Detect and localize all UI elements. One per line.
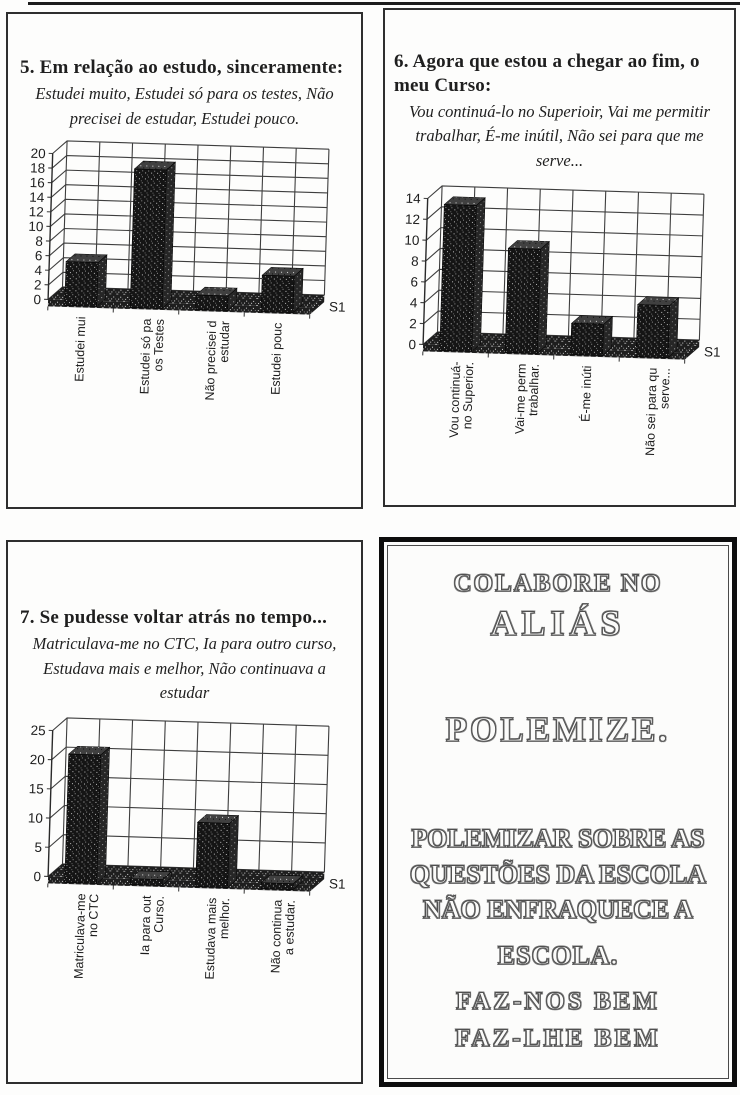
svg-text:14: 14 xyxy=(405,191,421,206)
svg-text:12: 12 xyxy=(405,211,420,226)
svg-text:10: 10 xyxy=(28,810,43,825)
poster-line: ESCOLA. xyxy=(497,941,619,971)
panel-question-6: 6. Agora que estou a chegar ao fim, o me… xyxy=(383,8,736,507)
poster-line: NÃO ENFRAQUECE A xyxy=(422,895,694,925)
svg-text:10: 10 xyxy=(404,232,419,247)
svg-text:Estudei só paos Testes: Estudei só paos Testes xyxy=(137,319,166,396)
svg-text:0: 0 xyxy=(408,337,416,352)
poster-line: FAZ-NOS BEM xyxy=(455,988,661,1016)
svg-text:12: 12 xyxy=(29,204,44,219)
panel-question-7: 7. Se pudesse voltar atrás no tempo... M… xyxy=(6,540,363,1084)
svg-text:4: 4 xyxy=(34,263,42,278)
poster-line: ALIÁS xyxy=(490,603,626,644)
question-7-subtitle: Matriculava-me no CTC, Ia para outro cur… xyxy=(32,633,337,703)
svg-text:20: 20 xyxy=(30,146,45,161)
svg-text:0: 0 xyxy=(33,869,41,884)
svg-text:5: 5 xyxy=(34,840,42,855)
svg-text:Ia para outCurso.: Ia para outCurso. xyxy=(138,895,167,956)
question-6-chart-area: 0 2 4 6 8 10 12 14 Vou continuá-no Superior. Vai-… xyxy=(385,182,734,484)
svg-text:É-me inúti: É-me inúti xyxy=(577,365,594,422)
svg-text:18: 18 xyxy=(30,161,45,176)
svg-text:S1: S1 xyxy=(329,876,346,892)
svg-text:14: 14 xyxy=(29,190,45,205)
svg-text:8: 8 xyxy=(411,253,419,268)
svg-text:6: 6 xyxy=(410,274,418,289)
svg-text:Estudava maismelhor.: Estudava maismelhor. xyxy=(203,897,233,980)
poster-line: FAZ-LHE BEM xyxy=(455,1025,661,1053)
bar-chart-q6: 0 2 4 6 8 10 12 14 Vou continuá-no Superior. Vai-… xyxy=(404,185,721,456)
svg-text:8: 8 xyxy=(35,234,43,249)
svg-text:0: 0 xyxy=(33,292,41,307)
scan-artifact-line xyxy=(28,2,740,5)
question-5-title: 5. Em relação ao estudo, sinceramente: xyxy=(20,57,344,78)
svg-text:10: 10 xyxy=(28,219,43,234)
question-6-subtitle: Vou continuá-lo no Superioir, Vai me per… xyxy=(408,101,711,171)
svg-text:S1: S1 xyxy=(704,344,721,360)
panel-question-5: 5. Em relação ao estudo, sinceramente: E… xyxy=(6,12,363,509)
svg-text:Vai-me permtrabalhar.: Vai-me permtrabalhar. xyxy=(513,363,542,434)
svg-text:25: 25 xyxy=(30,723,45,738)
svg-text:6: 6 xyxy=(35,248,43,263)
bar-chart-q7: 0 5 10 15 20 25 Matriculava-meno CTC Ia para ou… xyxy=(28,717,346,980)
poster-inner-border: COLABORE NO ALIÁS POLEMIZE. POLEMIZAR SO… xyxy=(387,545,729,1079)
svg-text:Matriculava-meno CTC: Matriculava-meno CTC xyxy=(72,893,102,979)
question-5-subtitle: Estudei muito, Estudei só para os testes… xyxy=(35,83,334,128)
svg-text:2: 2 xyxy=(34,278,42,293)
question-7-title: 7. Se pudesse voltar atrás no tempo... xyxy=(20,607,328,628)
poster-line: QUESTÕES DA ESCOLA xyxy=(409,860,707,890)
svg-text:S1: S1 xyxy=(329,300,346,316)
poster-line: POLEMIZAR SOBRE AS xyxy=(411,824,705,854)
svg-text:Não sei para quserve...: Não sei para quserve... xyxy=(643,367,673,456)
svg-text:Estudei pouc: Estudei pouc xyxy=(268,323,284,396)
question-6-title: 6. Agora que estou a chegar ao fim, o me… xyxy=(394,51,700,96)
svg-text:Não continuaa estudar.: Não continuaa estudar. xyxy=(268,899,297,974)
svg-text:2: 2 xyxy=(409,316,417,331)
svg-text:Estudei mui: Estudei mui xyxy=(72,317,88,383)
poster-line: COLABORE NO xyxy=(453,570,663,598)
question-5-chart-area: 0 2 4 6 8 10 12 14 16 18 20 Estudei mui Estudei só p… xyxy=(8,137,361,439)
poster-panel: COLABORE NO ALIÁS POLEMIZE. POLEMIZAR SO… xyxy=(379,537,737,1087)
svg-text:16: 16 xyxy=(29,175,44,190)
poster-line: POLEMIZE. xyxy=(445,710,671,750)
svg-text:Não precisei destudar: Não precisei destudar xyxy=(203,321,232,402)
svg-text:20: 20 xyxy=(29,752,44,767)
question-7-chart-area: 0 5 10 15 20 25 Matriculava-meno CTC Ia para ou… xyxy=(8,714,361,1016)
svg-text:15: 15 xyxy=(29,781,44,796)
svg-text:4: 4 xyxy=(410,295,418,310)
svg-text:Vou continuá-no Superior.: Vou continuá-no Superior. xyxy=(447,361,476,438)
